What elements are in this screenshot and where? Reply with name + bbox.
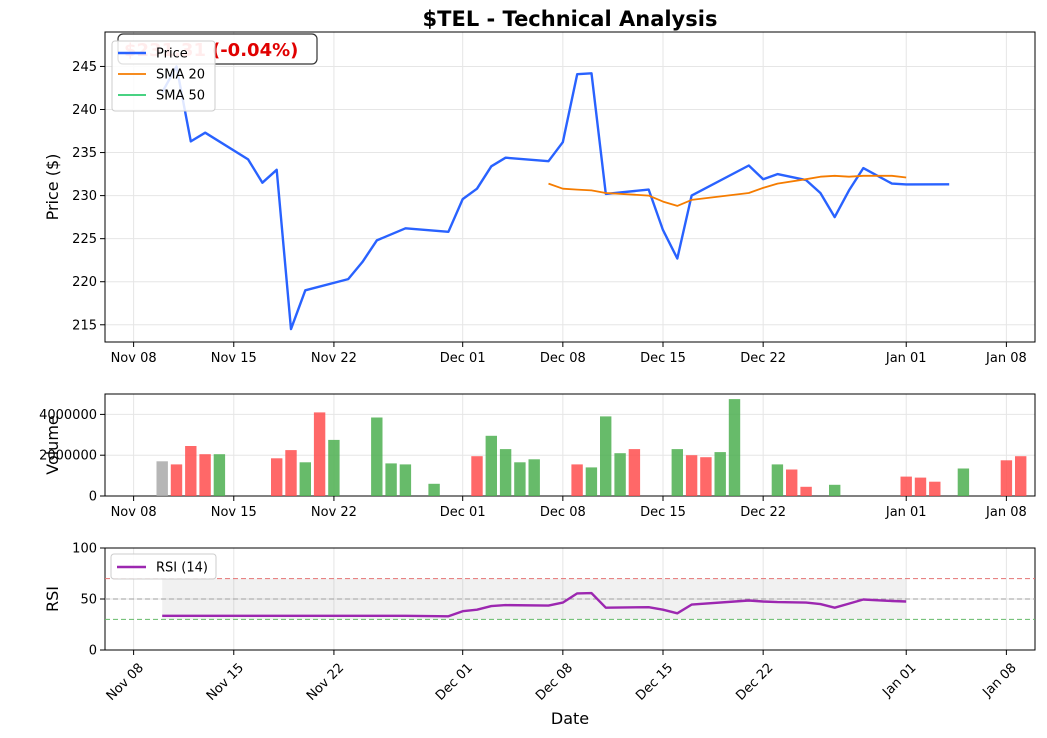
y-axis-label: RSI	[43, 586, 62, 612]
volume-bar	[485, 435, 497, 496]
volume-bar	[385, 463, 397, 496]
volume-bar	[786, 469, 798, 496]
volume-bar	[471, 456, 483, 496]
price-legend: Price SMA 20 SMA 50	[111, 40, 216, 112]
price-legend-box	[111, 40, 216, 112]
rsi-legend-box	[110, 553, 217, 580]
plot-frame	[104, 31, 1036, 343]
volume-bar	[714, 452, 726, 496]
volume-bar	[800, 486, 812, 496]
x-tick-label: Jan 08	[985, 505, 1027, 520]
x-tick-label: Jan 01	[885, 505, 927, 520]
x-tick-label: Dec 15	[640, 351, 686, 366]
volume-bar	[571, 464, 583, 496]
y-tick-label: 220	[72, 275, 97, 290]
x-tick-label: Nov 08	[111, 505, 157, 520]
y-tick-label: 225	[72, 232, 97, 247]
volume-bar	[499, 449, 512, 496]
volume-bar	[514, 462, 526, 496]
legend-label: SMA 20	[156, 68, 205, 83]
y-tick-label: 240	[72, 103, 97, 118]
y-tick-label: 215	[72, 318, 97, 333]
price-line	[161, 65, 950, 331]
volume-bar	[313, 412, 326, 496]
volume-bar	[829, 484, 841, 496]
y-tick-label: 0	[89, 644, 97, 659]
legend-label: RSI (14)	[156, 561, 208, 576]
x-tick-label: Nov 22	[311, 351, 357, 366]
y-tick-label: 100	[72, 542, 97, 557]
volume-bar	[600, 416, 612, 496]
sma20-line	[548, 174, 907, 207]
volume-bar	[170, 464, 183, 496]
volume-bar	[1015, 456, 1027, 496]
chart-title: $TEL - Technical Analysis	[423, 7, 718, 31]
rsi-line	[162, 591, 907, 618]
plot-frame	[104, 393, 1036, 497]
rsi-neutral-band	[162, 578, 907, 620]
volume-bar	[199, 454, 211, 496]
x-tick-label: Dec 22	[740, 505, 786, 520]
y-axis-label: Volume	[43, 415, 62, 475]
legend-label: Price	[156, 47, 188, 62]
rsi-legend: RSI (14)	[110, 553, 217, 580]
volume-bar	[614, 453, 626, 496]
x-tick-label: Dec 22	[740, 351, 786, 366]
y-axis-label: Price ($)	[43, 154, 62, 221]
y-tick-label: 50	[80, 593, 97, 608]
volume-bar	[914, 477, 927, 496]
volume-panel: 0 2000000 4000000 Nov 08 Nov 15 Nov 22 Dec 01 D…	[39, 393, 1036, 520]
x-axis-label: Date	[551, 709, 589, 728]
y-tick-label: 235	[72, 146, 97, 161]
volume-bar	[728, 399, 741, 496]
volume-bar	[428, 483, 440, 496]
x-tick-label: Jan 01	[885, 351, 927, 366]
x-tick-label: Nov 22	[311, 505, 357, 520]
volume-bar	[285, 450, 297, 496]
volume-bar	[528, 459, 540, 496]
y-tick-label: 245	[72, 60, 97, 75]
volume-bar	[299, 462, 311, 496]
x-tick-label: Dec 08	[540, 505, 586, 520]
price-change-text: (-0.04%)	[212, 40, 298, 61]
volume-bar	[685, 455, 698, 496]
y-tick-label: 0	[89, 490, 97, 505]
volume-bar	[271, 458, 283, 496]
x-tick-label: Nov 15	[211, 351, 257, 366]
volume-bar	[371, 417, 383, 496]
volume-bar	[213, 454, 226, 496]
volume-bar	[671, 449, 683, 496]
y-tick-label: 4000000	[39, 408, 97, 423]
x-tick-label: Dec 01	[440, 505, 486, 520]
x-tick-label: Nov 08	[111, 351, 157, 366]
x-tick-label: Dec 15	[640, 505, 686, 520]
y-tick-label: 2000000	[39, 449, 97, 464]
volume-bar	[900, 476, 912, 496]
price-panel: 215 220 225 230 235 240 245 Nov 08 Nov 15 Nov 22 D…	[43, 31, 1036, 366]
volume-bar	[929, 481, 941, 496]
y-tick-label: 230	[72, 189, 97, 204]
x-tick-label: Dec 01	[440, 351, 486, 366]
volume-bar	[585, 467, 598, 496]
x-tick-label: Dec 08	[540, 351, 586, 366]
volume-bar	[156, 461, 168, 496]
x-tick-label: Jan 08	[985, 351, 1027, 366]
volume-bar	[700, 457, 712, 496]
volume-bar	[1000, 460, 1013, 496]
volume-bar	[185, 446, 197, 496]
volume-bar	[628, 449, 641, 496]
legend-label: SMA 50	[156, 89, 205, 104]
volume-bar	[399, 464, 412, 496]
x-tick-label: Nov 15	[211, 505, 257, 520]
volume-bar	[771, 464, 784, 496]
volume-bar	[328, 439, 340, 496]
volume-bar	[957, 468, 970, 496]
